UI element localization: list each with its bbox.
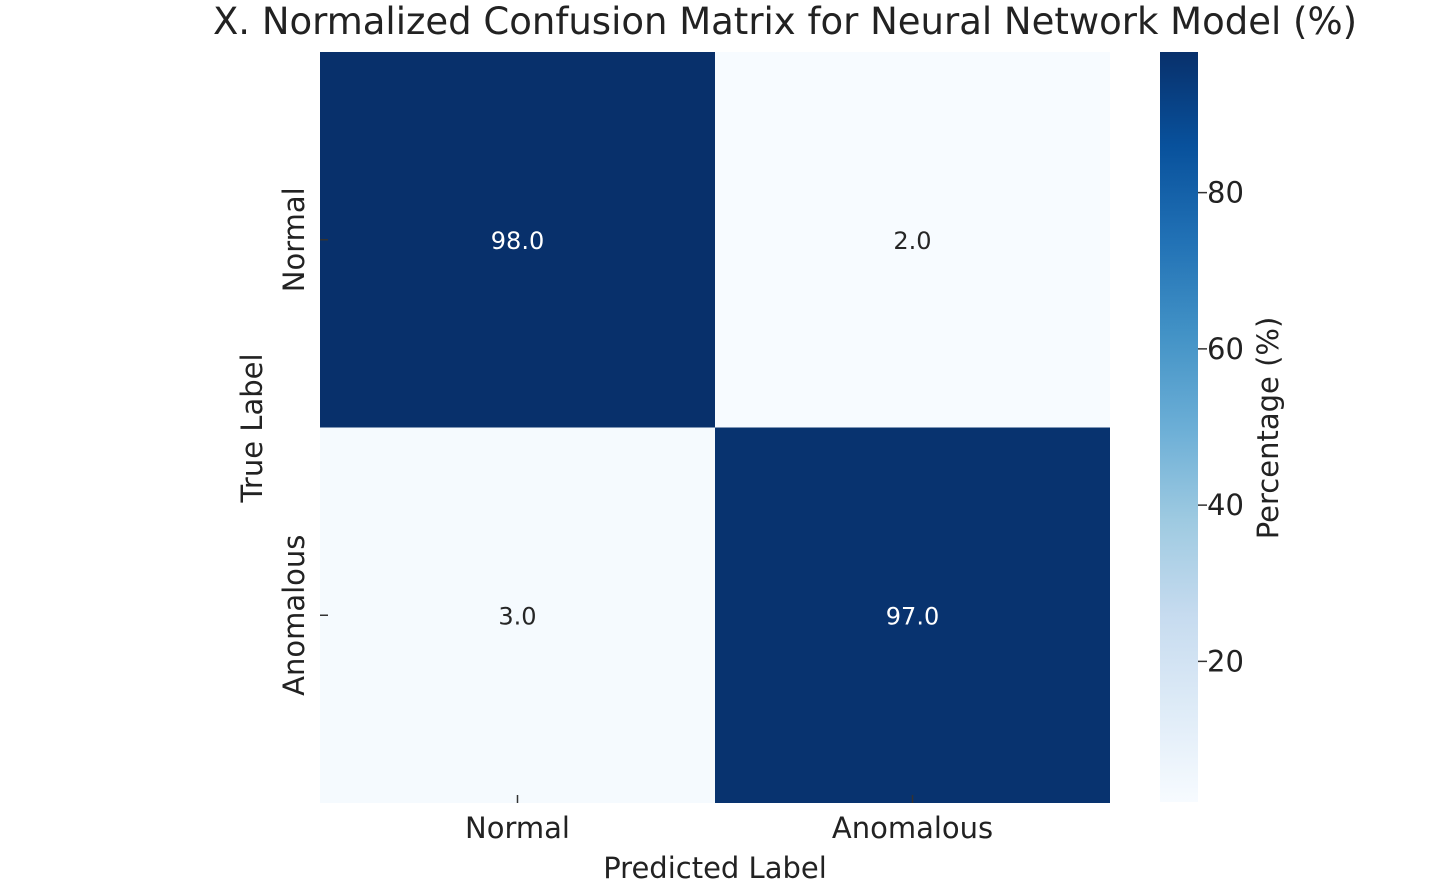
colorbar-tick-label: 40 [1207, 488, 1244, 522]
heatmap-cell-labels: 98.0 2.0 3.0 97.0 [491, 227, 939, 631]
heatmap-cell [320, 427, 715, 803]
colorbar-ticks: 20 40 60 80 [1198, 176, 1244, 678]
cell-value-label: 2.0 [893, 227, 931, 255]
cell-value-label: 97.0 [886, 602, 939, 630]
heatmap-cell [715, 427, 1110, 803]
y-tick-label: Anomalous [277, 535, 311, 696]
y-axis-ticks: Normal Anomalous [277, 187, 328, 696]
heatmap-cell [715, 52, 1110, 428]
colorbar-label: Percentage (%) [1251, 317, 1285, 540]
x-tick-label: Normal [465, 811, 570, 845]
y-tick-label: Normal [277, 187, 311, 292]
heatmap-cells [320, 52, 1110, 803]
x-axis-ticks: Normal Anomalous [465, 795, 993, 845]
heatmap-cell [320, 52, 715, 428]
colorbar-tick-label: 80 [1207, 176, 1244, 210]
cell-value-label: 3.0 [498, 602, 536, 630]
cell-value-label: 98.0 [491, 227, 544, 255]
chart-title: X. Normalized Confusion Matrix for Neura… [213, 0, 1357, 43]
colorbar-tick-label: 20 [1207, 644, 1244, 678]
x-tick-label: Anomalous [832, 811, 993, 845]
colorbar [1160, 52, 1198, 802]
y-axis-label: True Label [235, 353, 269, 503]
colorbar-tick-label: 60 [1207, 332, 1244, 366]
x-axis-label: Predicted Label [603, 851, 827, 883]
